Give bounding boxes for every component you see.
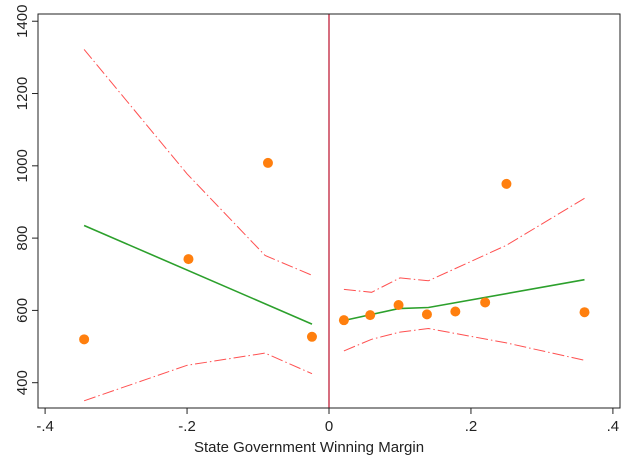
y-tick-label: 600 <box>14 298 31 323</box>
data-point <box>262 157 273 168</box>
x-tick-label: -.2 <box>178 418 196 435</box>
data-point <box>421 309 432 320</box>
ci-lower-right <box>343 327 585 361</box>
ci-upper-right <box>343 197 585 293</box>
data-points-layer <box>79 157 590 345</box>
ci-upper-left <box>83 49 313 276</box>
data-point <box>306 331 317 342</box>
data-point <box>501 178 512 189</box>
y-tick-label: 400 <box>14 370 31 395</box>
data-point <box>365 310 376 321</box>
data-point <box>450 306 461 317</box>
ci-lower-left <box>83 352 313 402</box>
data-point <box>393 299 404 310</box>
confidence-interval-layer <box>83 49 585 402</box>
y-tick-label: 1000 <box>14 149 31 182</box>
x-tick-label: .2 <box>465 418 478 435</box>
x-tick-label: 0 <box>325 418 333 435</box>
y-tick-label: 1200 <box>14 77 31 110</box>
x-axis-title: State Government Winning Margin <box>194 439 424 456</box>
y-tick-label: 1400 <box>14 5 31 38</box>
y-tick-label: 800 <box>14 226 31 251</box>
axes-layer: -.4 -.2 0 .2 .4 400 600 800 1000 1200 1400 <box>14 5 621 435</box>
x-tick-label: .4 <box>607 418 620 435</box>
data-point <box>79 334 90 345</box>
fit-line-right <box>343 278 585 322</box>
fit-line-left <box>83 224 313 325</box>
data-point <box>480 297 491 308</box>
fit-line-layer <box>83 224 585 325</box>
x-tick-label: -.4 <box>36 418 54 435</box>
data-point <box>579 307 590 318</box>
data-point <box>338 315 349 326</box>
data-point <box>183 254 194 265</box>
